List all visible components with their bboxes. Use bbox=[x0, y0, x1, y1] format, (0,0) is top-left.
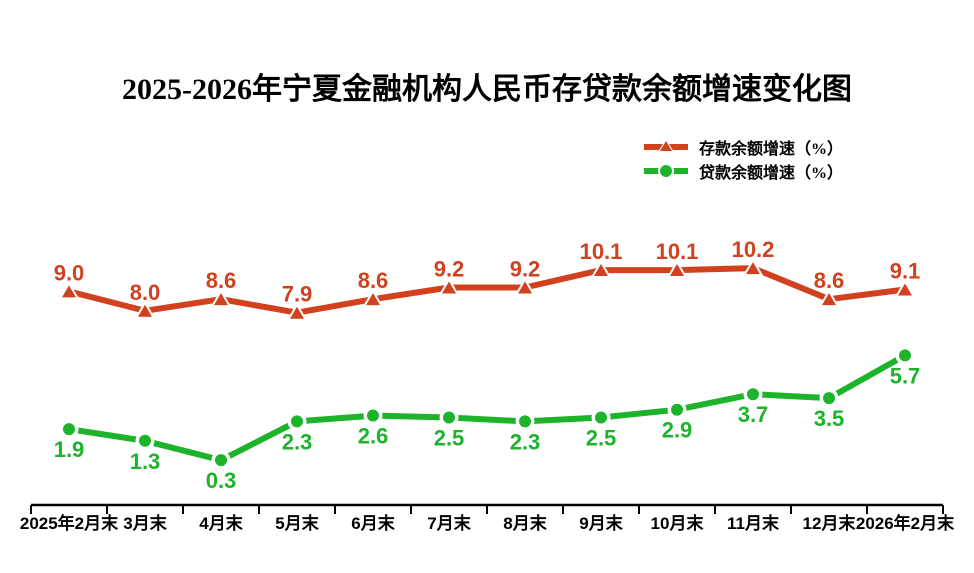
data-label: 8.6 bbox=[814, 268, 845, 293]
data-label: 9.0 bbox=[54, 260, 85, 285]
triangle-marker bbox=[746, 262, 760, 275]
x-axis-label: 2025年2月末 bbox=[20, 513, 119, 533]
circle-marker bbox=[671, 403, 683, 416]
data-label: 10.2 bbox=[732, 237, 775, 262]
x-axis-label: 11月末 bbox=[727, 513, 780, 533]
chart-title: 2025-2026年宁夏金融机构人民币存贷款余额增速变化图 bbox=[122, 73, 852, 106]
x-axis-label: 9月末 bbox=[579, 513, 623, 533]
data-label: 3.7 bbox=[738, 402, 769, 427]
x-axis-label: 12月末 bbox=[803, 513, 857, 533]
triangle-marker bbox=[290, 306, 304, 319]
circle-marker bbox=[367, 409, 379, 422]
data-label: 1.9 bbox=[54, 437, 85, 462]
x-axis-label: 3月末 bbox=[123, 513, 167, 533]
data-label: 2.9 bbox=[662, 418, 693, 443]
circle-marker bbox=[63, 423, 75, 436]
triangle-marker bbox=[366, 293, 380, 306]
triangle-marker bbox=[442, 281, 456, 294]
data-label: 10.1 bbox=[580, 239, 623, 264]
deposit-series-legend-marker-icon bbox=[644, 138, 688, 152]
x-axis-label: 2026年2月末 bbox=[856, 513, 955, 533]
triangle-marker bbox=[518, 281, 532, 294]
triangle-marker bbox=[898, 283, 912, 296]
x-axis-label: 10月末 bbox=[651, 513, 705, 533]
data-label: 5.7 bbox=[890, 363, 921, 388]
triangle-marker bbox=[822, 293, 836, 306]
data-label: 2.5 bbox=[434, 426, 465, 451]
triangle-marker bbox=[214, 293, 228, 306]
legend-item-deposit: 存款余额增速（%） bbox=[643, 136, 844, 158]
legend-label-loan: 贷款余额增速（%） bbox=[699, 164, 844, 182]
triangle-marker bbox=[670, 264, 684, 277]
data-label: 3.5 bbox=[814, 406, 845, 431]
data-label: 10.1 bbox=[656, 239, 699, 264]
data-label: 2.3 bbox=[510, 429, 541, 454]
series-line-1 bbox=[68, 352, 907, 464]
circle-marker bbox=[291, 415, 303, 428]
circle-marker bbox=[519, 415, 531, 428]
legend: 存款余额增速（%） 贷款余额增速（%） bbox=[643, 136, 844, 182]
circle-marker bbox=[747, 388, 759, 401]
data-label: 8.0 bbox=[130, 280, 161, 305]
x-axis-label: 5月末 bbox=[275, 513, 319, 533]
data-label: 9.1 bbox=[890, 258, 921, 283]
legend-item-loan: 贷款余额增速（%） bbox=[643, 160, 844, 182]
data-label: 0.3 bbox=[206, 468, 237, 493]
circle-marker bbox=[595, 411, 607, 424]
loan-series-legend-marker-icon bbox=[644, 162, 688, 179]
data-label: 7.9 bbox=[282, 282, 313, 307]
data-label: 8.6 bbox=[206, 268, 237, 293]
circle-marker bbox=[215, 454, 227, 467]
triangle-marker bbox=[594, 264, 608, 277]
x-axis-label: 8月末 bbox=[503, 513, 547, 533]
data-label: 2.6 bbox=[358, 424, 389, 449]
triangle-marker bbox=[138, 304, 152, 317]
data-label: 2.5 bbox=[586, 426, 617, 451]
data-label: 9.2 bbox=[434, 257, 465, 282]
x-axis-label: 4月末 bbox=[199, 513, 243, 533]
data-label: 8.6 bbox=[358, 268, 389, 293]
x-axis-label: 7月末 bbox=[427, 513, 471, 533]
triangle-marker bbox=[62, 285, 76, 298]
series-line-0 bbox=[68, 265, 906, 316]
circle-marker bbox=[443, 411, 455, 424]
data-label: 1.3 bbox=[130, 449, 161, 474]
x-axis-label: 6月末 bbox=[351, 513, 395, 533]
circle-marker bbox=[823, 392, 835, 405]
legend-label-deposit: 存款余额增速（%） bbox=[699, 140, 844, 158]
circle-marker bbox=[899, 349, 911, 362]
data-label: 2.3 bbox=[282, 429, 313, 454]
circle-marker bbox=[139, 434, 151, 447]
data-label: 9.2 bbox=[510, 257, 541, 282]
